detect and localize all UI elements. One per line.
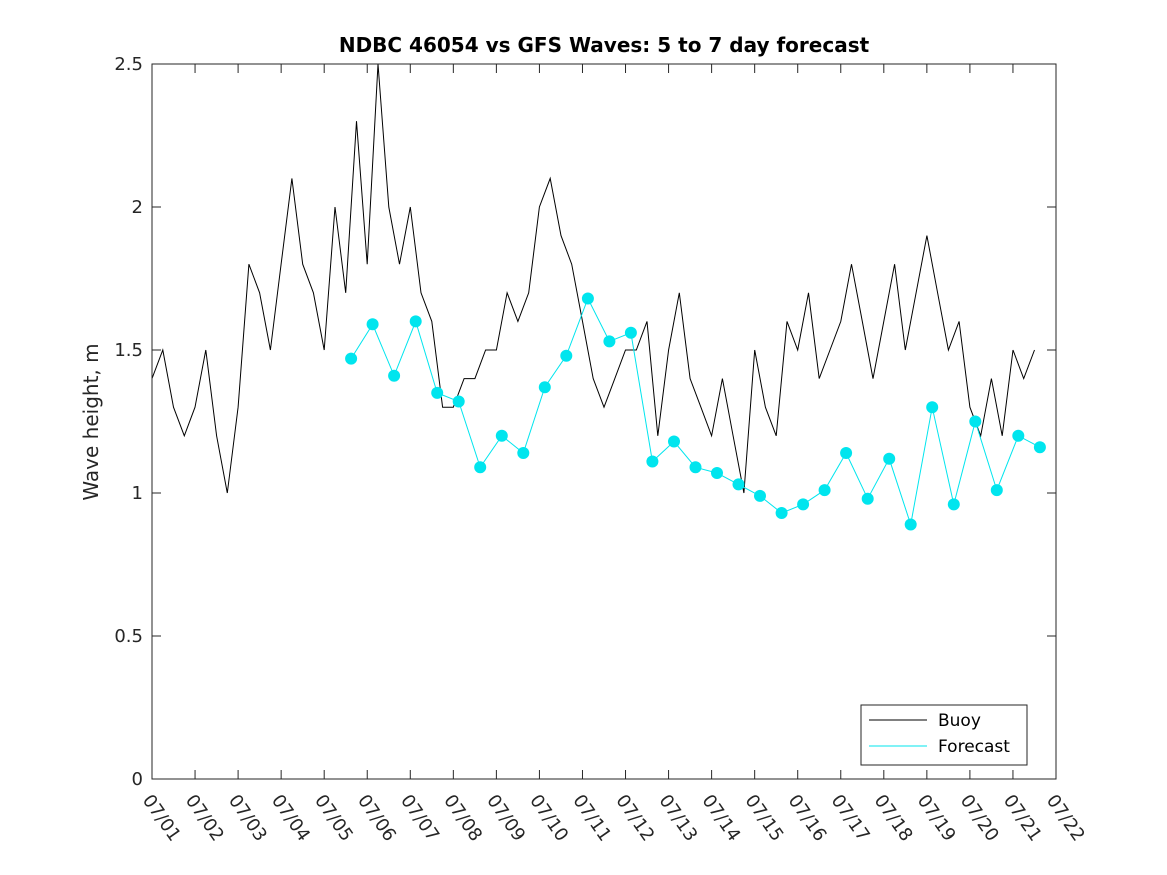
forecast-marker	[711, 467, 723, 479]
forecast-marker	[689, 461, 702, 474]
y-tick-label: 0.5	[114, 626, 143, 647]
forecast-marker	[366, 318, 379, 331]
forecast-marker	[818, 484, 831, 497]
buoy-series-line	[151, 63, 1035, 494]
forecast-marker	[1033, 441, 1046, 454]
legend-label-buoy: Buoy	[938, 711, 981, 731]
forecast-marker	[904, 518, 917, 531]
legend-box	[860, 704, 1028, 766]
forecast-marker	[840, 447, 853, 459]
forecast-marker	[345, 352, 358, 365]
forecast-marker	[775, 507, 788, 519]
y-axis-label: Wave height, m	[79, 343, 103, 500]
y-tick-label: 2.5	[114, 54, 143, 75]
y-tick-label: 2	[132, 197, 143, 218]
forecast-marker	[668, 435, 680, 448]
forecast-marker	[969, 415, 982, 428]
forecast-marker	[538, 381, 551, 394]
y-tick-label: 1	[132, 483, 143, 504]
y-axis-ticks: 0 0.5 1 1.5 2 2.5	[114, 54, 1056, 790]
plot-markers	[345, 292, 1046, 531]
forecast-marker	[560, 349, 573, 362]
plot-area	[152, 64, 1056, 779]
forecast-marker	[861, 492, 874, 505]
y-tick-label: 0	[132, 769, 143, 790]
y-tick-label: 1.5	[114, 340, 143, 361]
forecast-marker	[797, 498, 810, 511]
forecast-marker	[581, 292, 594, 305]
forecast-marker	[646, 455, 659, 468]
forecast-marker	[603, 335, 616, 348]
forecast-marker	[495, 429, 508, 442]
forecast-marker	[517, 447, 530, 459]
forecast-marker	[926, 401, 939, 414]
forecast-marker	[452, 395, 465, 408]
forecast-marker	[732, 478, 745, 491]
forecast-marker	[883, 452, 896, 465]
forecast-marker	[754, 489, 766, 502]
forecast-marker	[990, 484, 1003, 497]
forecast-marker	[947, 498, 960, 511]
legend: Buoy Forecast	[860, 704, 1028, 766]
forecast-marker	[409, 315, 422, 328]
forecast-marker	[388, 369, 401, 382]
forecast-marker	[624, 326, 637, 339]
chart-title: NDBC 46054 vs GFS Waves: 5 to 7 day fore…	[339, 33, 870, 57]
forecast-marker	[1012, 429, 1025, 442]
forecast-marker	[474, 461, 487, 474]
legend-label-forecast: Forecast	[938, 737, 1010, 757]
forecast-marker	[431, 386, 444, 399]
axes-box	[151, 63, 1057, 780]
